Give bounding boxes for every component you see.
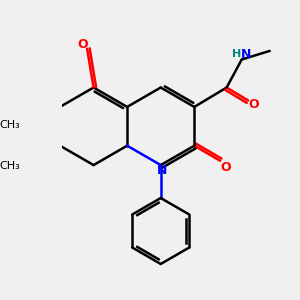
Text: N: N <box>157 164 167 177</box>
Text: O: O <box>248 98 259 111</box>
Text: O: O <box>77 38 88 51</box>
Text: N: N <box>241 48 251 61</box>
Text: CH₃: CH₃ <box>0 161 20 171</box>
Text: H: H <box>232 49 241 59</box>
Text: O: O <box>220 161 231 174</box>
Text: CH₃: CH₃ <box>0 120 20 130</box>
